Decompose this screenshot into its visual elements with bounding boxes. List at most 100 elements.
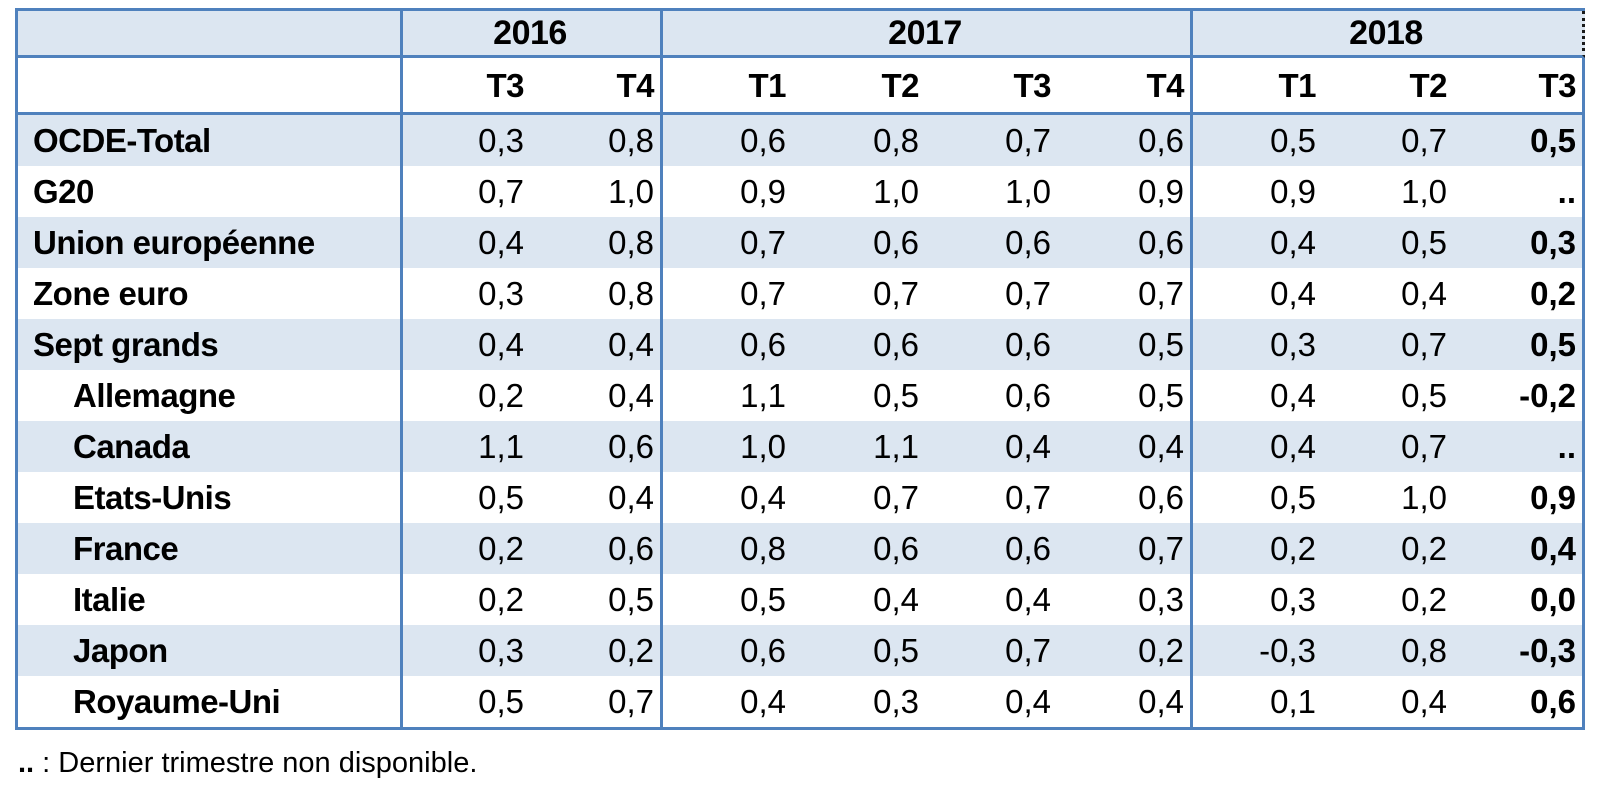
value-cell: 0,5 <box>608 581 654 618</box>
value-cell: 0,5 <box>873 377 919 414</box>
value-cell: 0,4 <box>1270 428 1316 465</box>
value-cell: 0,7 <box>1138 530 1184 567</box>
row-label: Union européenne <box>33 224 315 261</box>
table-row-allemagne: Allemagne 0,2 0,4 1,1 0,5 0,6 0,5 0,4 0,… <box>18 370 1585 421</box>
value-cell: 0,5 <box>478 479 524 516</box>
value-cell: 0,2 <box>608 632 654 669</box>
divider-2017-2018 <box>1190 11 1193 727</box>
value-cell: 0,5 <box>1401 224 1447 261</box>
value-cell: 0,7 <box>478 173 524 210</box>
value-cell: 0,3 <box>478 122 524 159</box>
value-cell: 0,8 <box>608 224 654 261</box>
footnote-symbol: .. <box>18 747 35 779</box>
row-label: Sept grands <box>33 326 219 363</box>
value-cell: 0,4 <box>1270 377 1316 414</box>
value-cell: .. <box>1557 173 1576 210</box>
year-header-2018: 2018 <box>1349 14 1423 52</box>
value-cell: 1,1 <box>740 377 786 414</box>
row-label: Canada <box>73 428 190 465</box>
value-cell: 0,7 <box>1401 122 1447 159</box>
value-cell: 0,2 <box>478 377 524 414</box>
footnote: .. : Dernier trimestre non disponible. <box>18 747 1600 780</box>
row-label: Japon <box>73 632 168 669</box>
value-cell: 1,0 <box>1401 173 1447 210</box>
value-cell: -0,3 <box>1259 632 1316 669</box>
value-cell: 0,4 <box>1005 581 1051 618</box>
value-cell: 0,4 <box>740 479 786 516</box>
value-cell: 1,0 <box>873 173 919 210</box>
value-cell: 0,2 <box>1270 530 1316 567</box>
value-cell: 0,5 <box>873 632 919 669</box>
value-cell: 0,3 <box>1270 581 1316 618</box>
value-cell: 0,4 <box>1138 428 1184 465</box>
value-cell: 0,8 <box>740 530 786 567</box>
quarter-header-row: T3 T4 T1 T2 T3 T4 T1 T2 T3 <box>18 58 1585 115</box>
value-cell: 0,3 <box>478 275 524 312</box>
value-cell: 0,3 <box>873 683 919 720</box>
value-cell: 0,9 <box>1270 173 1316 210</box>
value-cell: 0,8 <box>608 275 654 312</box>
table-row-japon: Japon 0,3 0,2 0,6 0,5 0,7 0,2 -0,3 0,8 -… <box>18 625 1585 676</box>
value-cell: 0,4 <box>1270 224 1316 261</box>
value-cell: 0,3 <box>1138 581 1184 618</box>
value-cell: 0,9 <box>1530 479 1576 516</box>
value-cell: 0,7 <box>1401 326 1447 363</box>
row-label: Etats-Unis <box>73 479 232 516</box>
value-cell: 1,0 <box>608 173 654 210</box>
value-cell: 1,0 <box>740 428 786 465</box>
value-cell: 0,6 <box>608 530 654 567</box>
value-cell: 0,4 <box>478 224 524 261</box>
table-row-canada: Canada 1,1 0,6 1,0 1,1 0,4 0,4 0,4 0,7 .… <box>18 421 1585 472</box>
value-cell: 0,5 <box>740 581 786 618</box>
row-label: OCDE-Total <box>33 122 211 159</box>
value-cell: 0,3 <box>478 632 524 669</box>
value-cell: 0,6 <box>873 224 919 261</box>
value-cell: 0,6 <box>1138 122 1184 159</box>
table-row-g20: G20 0,7 1,0 0,9 1,0 1,0 0,9 0,9 1,0 .. <box>18 166 1585 217</box>
table-row-ocde-total: OCDE-Total 0,3 0,8 0,6 0,8 0,7 0,6 0,5 0… <box>18 115 1585 166</box>
value-cell: 0,5 <box>1401 377 1447 414</box>
quarter-header: T3 <box>486 66 524 104</box>
value-cell: 0,9 <box>740 173 786 210</box>
value-cell: 0,7 <box>873 275 919 312</box>
table-row-royaume-uni: Royaume-Uni 0,5 0,7 0,4 0,3 0,4 0,4 0,1 … <box>18 676 1585 727</box>
value-cell: 0,7 <box>873 479 919 516</box>
value-cell: 0,2 <box>478 530 524 567</box>
value-cell: 0,6 <box>873 530 919 567</box>
value-cell: 0,5 <box>1530 326 1576 363</box>
value-cell: 0,3 <box>1530 224 1576 261</box>
row-label: Allemagne <box>73 377 236 414</box>
value-cell: 0,4 <box>873 581 919 618</box>
value-cell: 0,6 <box>1138 479 1184 516</box>
value-cell: 0,4 <box>1138 683 1184 720</box>
footnote-text: : Dernier trimestre non disponible. <box>34 747 478 779</box>
table-row-france: France 0,2 0,6 0,8 0,6 0,6 0,7 0,2 0,2 0… <box>18 523 1585 574</box>
value-cell: 0,7 <box>1138 275 1184 312</box>
value-cell: 0,1 <box>1270 683 1316 720</box>
quarter-header: T4 <box>616 66 654 104</box>
table-row-union-europeenne: Union européenne 0,4 0,8 0,7 0,6 0,6 0,6… <box>18 217 1585 268</box>
quarterly-growth-table: 2016 2017 2018 T3 T4 T1 T2 T3 T4 T1 T2 T… <box>15 8 1585 730</box>
value-cell: 0,7 <box>1005 122 1051 159</box>
value-cell: 0,4 <box>740 683 786 720</box>
year-header-2017: 2017 <box>888 14 962 52</box>
value-cell: 0,5 <box>478 683 524 720</box>
quarter-header: T3 <box>1013 66 1051 104</box>
value-cell: 0,5 <box>1530 122 1576 159</box>
value-cell: -0,3 <box>1519 632 1576 669</box>
value-cell: 0,5 <box>1138 326 1184 363</box>
value-cell: 0,9 <box>1138 173 1184 210</box>
value-cell: 0,6 <box>608 428 654 465</box>
value-cell: 0,2 <box>478 581 524 618</box>
value-cell: 0,6 <box>1005 224 1051 261</box>
quarter-header: T2 <box>881 66 919 104</box>
table-row-etats-unis: Etats-Unis 0,5 0,4 0,4 0,7 0,7 0,6 0,5 1… <box>18 472 1585 523</box>
value-cell: -0,2 <box>1519 377 1576 414</box>
table-row-zone-euro: Zone euro 0,3 0,8 0,7 0,7 0,7 0,7 0,4 0,… <box>18 268 1585 319</box>
value-cell: 0,4 <box>1270 275 1316 312</box>
value-cell: 0,4 <box>1005 428 1051 465</box>
value-cell: 1,0 <box>1005 173 1051 210</box>
divider-2016-2017 <box>660 11 663 727</box>
value-cell: 0,6 <box>1005 530 1051 567</box>
value-cell: 0,7 <box>1005 275 1051 312</box>
